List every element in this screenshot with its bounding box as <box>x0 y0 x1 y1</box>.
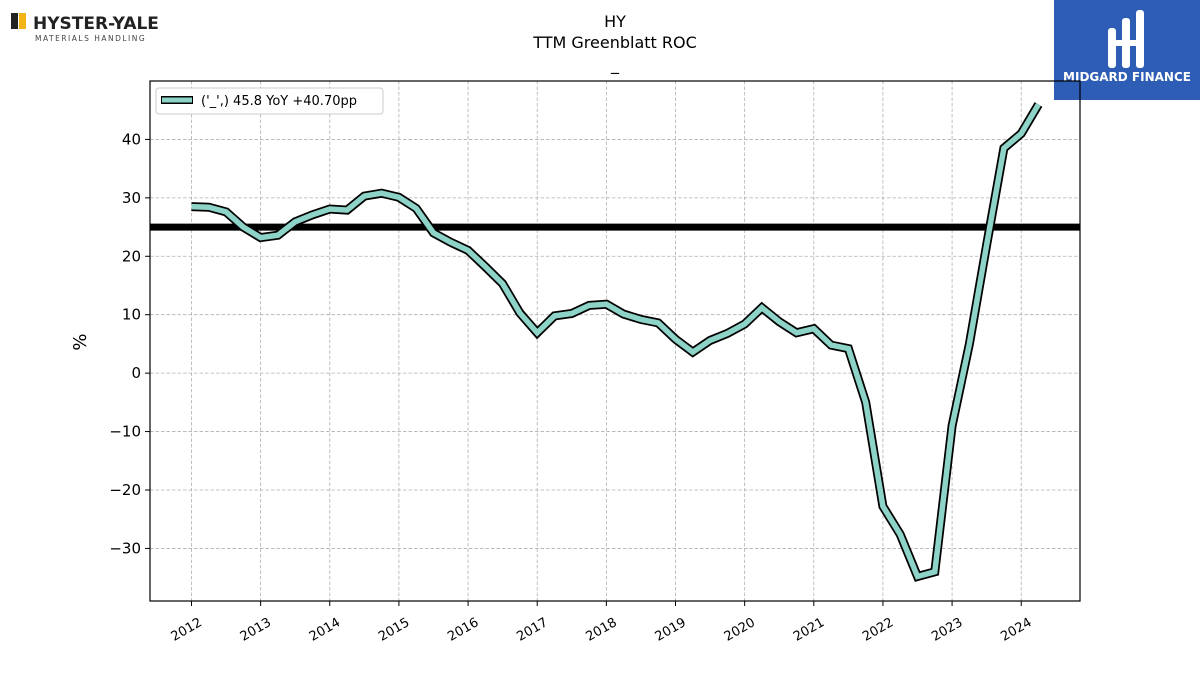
chart-title-metric: TTM Greenblatt ROC <box>532 33 697 52</box>
y-tick-label: −20 <box>109 481 141 499</box>
x-tick-label: 2020 <box>722 615 758 645</box>
y-tick-label: 0 <box>131 364 141 382</box>
logo-right-name: MIDGARD FINANCE <box>1063 70 1191 84</box>
hyster-yale-logo: HYSTER-YALE MATERIALS HANDLING <box>11 13 159 43</box>
x-tick-label: 2018 <box>584 615 620 645</box>
x-tick-label: 2016 <box>445 615 481 645</box>
plot-frame <box>149 80 1081 602</box>
chart-title-ticker: HY <box>604 12 626 31</box>
legend-box <box>155 87 384 115</box>
midgard-emblem-icon <box>1108 10 1144 68</box>
y-tick-label: 20 <box>122 247 141 265</box>
series-layer <box>191 102 1043 582</box>
y-tick-label: 30 <box>122 189 141 207</box>
legend: ('_',) 45.8 YoY +40.70pp <box>155 87 384 115</box>
y-tick-label: 10 <box>122 306 141 324</box>
y-tick-label: 40 <box>122 130 141 148</box>
x-tick-label: 2021 <box>791 615 827 645</box>
series-line-outline <box>191 102 1043 582</box>
x-tick-label: 2017 <box>514 615 550 645</box>
x-tick-label: 2015 <box>376 615 412 645</box>
y-tick-label: −10 <box>109 423 141 441</box>
series-line <box>191 102 1041 580</box>
chart-title-sub: _ <box>610 55 620 75</box>
logo-mark-h <box>11 13 18 29</box>
logo-left-name: HYSTER-YALE <box>33 14 159 34</box>
x-tick-label: 2012 <box>169 615 205 645</box>
x-tick-label: 2014 <box>307 615 343 645</box>
midgard-finance-logo: MIDGARD FINANCE <box>1054 0 1200 100</box>
y-tick-label: −30 <box>109 539 141 557</box>
logo-left-tagline: MATERIALS HANDLING <box>35 34 146 43</box>
x-tick-label: 2019 <box>653 615 689 645</box>
grid <box>150 81 1080 601</box>
x-tick-label: 2013 <box>238 615 274 645</box>
x-tick-label: 2022 <box>860 615 896 645</box>
legend-label: ('_',) 45.8 YoY +40.70pp <box>201 94 357 109</box>
y-axis-label: % <box>70 333 91 350</box>
x-tick-label: 2023 <box>929 615 965 645</box>
x-tick-label: 2024 <box>998 615 1034 645</box>
logo-mark-y <box>19 13 26 29</box>
